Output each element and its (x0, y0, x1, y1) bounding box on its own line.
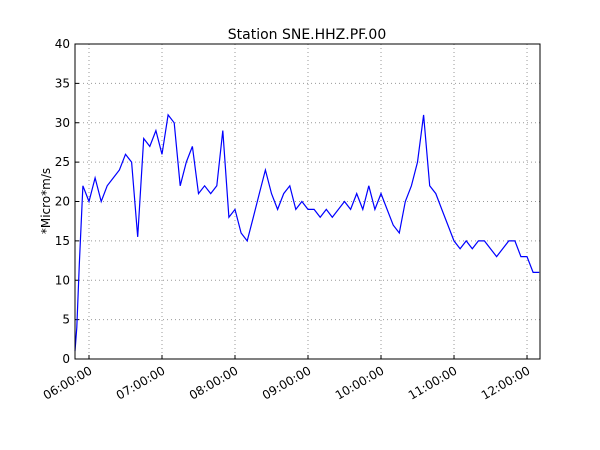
y-tick-label: 40 (55, 37, 70, 51)
y-tick-label: 5 (62, 313, 70, 327)
x-tick-label: 09:00:00 (260, 363, 314, 402)
y-tick-label: 30 (55, 116, 70, 130)
x-tick-label: 08:00:00 (187, 363, 241, 402)
x-tick-label: 07:00:00 (114, 363, 168, 402)
x-tick-label: 11:00:00 (406, 363, 460, 402)
x-tick-label: 10:00:00 (333, 363, 387, 402)
data-line (74, 113, 540, 352)
y-tick-label: 20 (55, 195, 70, 209)
y-tick-label: 10 (55, 273, 70, 287)
plot-frame (74, 43, 541, 360)
chart-title: Station SNE.HHZ.PF.00 (228, 27, 386, 43)
y-axis-label: *Micro*m/s (39, 168, 53, 234)
y-tick-label: 25 (55, 155, 70, 169)
x-tick-label: 12:00:00 (479, 363, 533, 402)
y-tick-label: 0 (62, 352, 70, 366)
y-tick-label: 35 (55, 76, 70, 90)
x-tick-label: 06:00:00 (41, 363, 95, 402)
y-tick-label: 15 (55, 234, 70, 248)
